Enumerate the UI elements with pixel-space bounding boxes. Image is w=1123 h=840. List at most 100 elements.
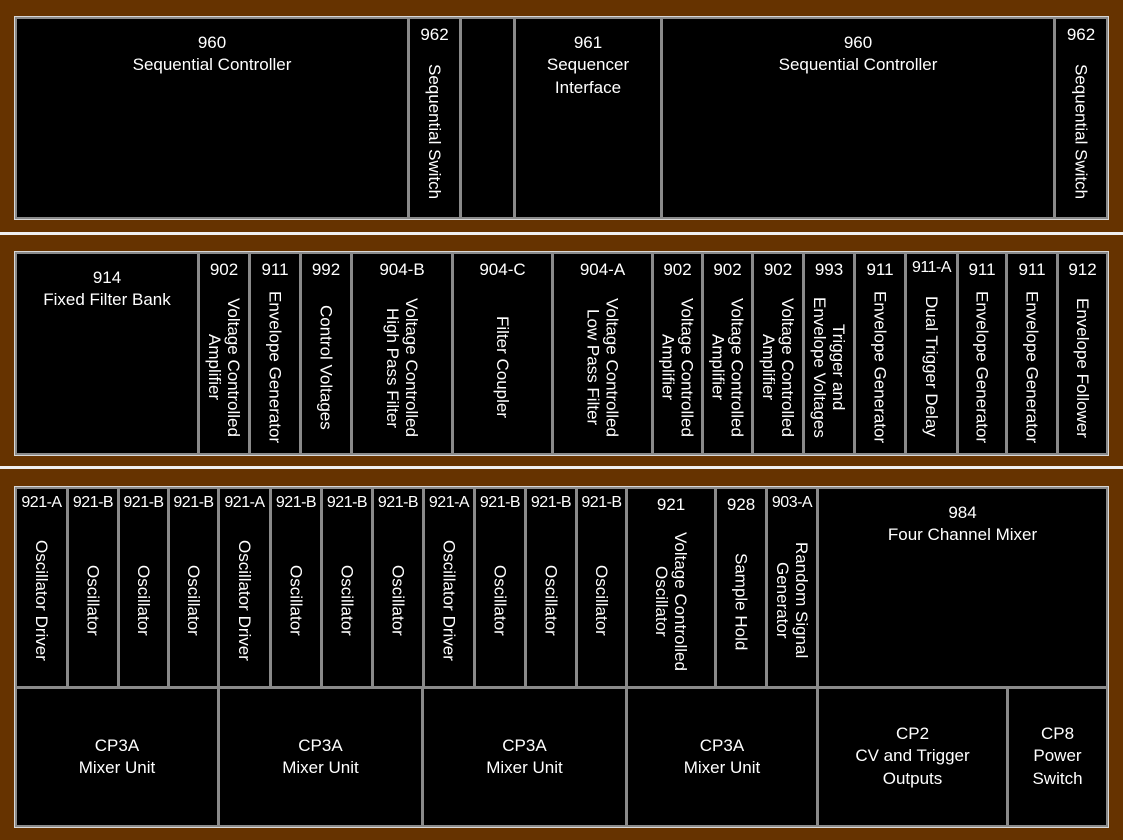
module-name: Voltage Controlled Amplifier [708,298,747,437]
module-name: Four Channel Mixer [887,525,1038,544]
module-name: Trigger and Envelope Voltages [810,297,848,438]
module-number: 993 [814,260,844,279]
module-name: Control Voltages [316,305,336,430]
module-name: Fixed Filter Bank [43,290,171,309]
module-911: 911 Envelope Generator [854,252,906,455]
module-name: Voltage Controlled Low Pass Filter [583,298,622,437]
module-number: 921-B [326,494,368,511]
module-number: 921 [656,495,686,514]
module-number: 928 [726,495,756,514]
module-cp2: CP2 CV and Trigger Outputs [817,687,1008,827]
module-number: 921-A [224,494,265,511]
module-921-b: 921-B Oscillator [372,487,424,688]
module-name: Voltage Controlled Amplifier [759,298,797,437]
module-993: 993 Trigger and Envelope Voltages [803,252,855,455]
module-921-b: 921-B Oscillator [321,487,373,688]
module-914: 914 Fixed Filter Bank [15,252,199,455]
module-number: 902 [763,260,793,279]
module-number: 962 [420,25,449,44]
module-921-b: 921-B Oscillator [67,487,119,688]
module-name: Sequential Controller [778,55,938,74]
module-904-a: 904-A Voltage Controlled Low Pass Filter [552,252,653,455]
module-911: 911 Envelope Generator [249,252,301,455]
module-name: Envelope Generator [972,291,992,444]
module-904-c: 904-C Filter Coupler [452,252,553,455]
module-name: Oscillator Driver [235,540,254,661]
module-name: Oscillator [541,565,561,636]
module-name: Envelope Follower [1073,297,1092,438]
module-name: Envelope Generator [265,291,285,444]
module-name: Envelope Generator [870,291,890,444]
module-name: Sequencer Interface [546,55,630,97]
module-number: 960 [843,33,873,52]
module-name: Filter Coupler [493,316,512,419]
module-921-b: 921-B Oscillator [270,487,322,688]
module-number: 921-A [21,494,62,511]
module-number: 984 [948,503,977,522]
module-number: CP3A [699,735,745,755]
module-name: Sequential Switch [1071,64,1091,200]
module-960: 960 Sequential Controller [661,17,1055,219]
module-name: Voltage Controlled Amplifier [205,298,243,437]
module-cp3a: CP3A Mixer Unit [422,687,627,827]
module-number: CP3A [502,735,547,755]
module-number: CP8 [1040,724,1075,743]
module-cp3a: CP3A Mixer Unit [626,687,818,827]
module-number: 902 [663,260,692,279]
module-name: Voltage Controlled Oscillator [652,532,690,671]
module-number: 921-B [173,494,214,511]
module-911: 911 Envelope Generator [957,252,1007,455]
module-928: 928 Sample Hold [715,487,767,688]
module-960: 960 Sequential Controller [15,17,409,219]
module-number: 911-A [911,259,952,276]
module-name: Voltage Controlled High Pass Filter [383,298,421,437]
module-number: CP3A [298,735,343,755]
module-number: 911 [1018,260,1046,279]
module-number: 911 [968,260,996,279]
module-number: 902 [209,260,239,279]
module-921-a: 921-A Oscillator Driver [218,487,271,688]
module-name: Oscillator [388,565,408,636]
module-902: 902 Voltage Controlled Amplifier [702,252,753,455]
module-911-a: 911-A Dual Trigger Delay [905,252,958,455]
module-name: Envelope Generator [1022,291,1042,444]
module-name: Dual Trigger Delay [922,296,941,437]
module-962: 962 Sequential Switch [408,17,461,219]
module-962: 962 Sequential Switch [1054,17,1108,219]
module-name: Oscillator [490,565,510,636]
module-921-b: 921-B Oscillator [525,487,577,688]
module-number: 962 [1066,25,1096,44]
module-number: 902 [713,260,742,279]
module-number: 921-A [428,494,470,511]
module-name: Oscillator [134,565,153,636]
module-name: Oscillator [83,565,103,636]
module-number: CP3A [94,735,140,755]
module-number: 921-B [123,494,164,511]
module-number: 914 [92,268,122,287]
module-902: 902 Voltage Controlled Amplifier [198,252,250,455]
module-number: 961 [573,33,603,52]
module-name: CV and Trigger Outputs [855,746,970,788]
module-name: Power Switch [1032,746,1083,788]
module-name: Oscillator [184,565,203,636]
module-name: Sequential Controller [132,55,292,74]
module-name: Mixer Unit [486,757,563,777]
module-921-a: 921-A Oscillator Driver [423,487,475,688]
module-name: Sample Hold [731,552,751,651]
module-cp3a: CP3A Mixer Unit [15,687,219,827]
module-921-b: 921-B Oscillator [168,487,219,688]
module-number: 960 [197,33,227,52]
cabinet-divider [0,232,1123,235]
module-number: 904-B [379,260,425,279]
module-992: 992 Control Voltages [300,252,352,455]
module-921: 921 Voltage Controlled Oscillator [626,487,716,688]
module-number: 911 [261,260,289,279]
module-number: 911 [866,260,894,279]
module-number: 992 [311,260,341,279]
module-921-b: 921-B Oscillator [118,487,169,688]
module-number: 921-B [530,494,572,511]
module-name: Oscillator [286,565,306,636]
module-984: 984 Four Channel Mixer [817,487,1108,688]
module-number: CP2 [895,724,930,743]
module-number: 921-B [377,494,419,511]
